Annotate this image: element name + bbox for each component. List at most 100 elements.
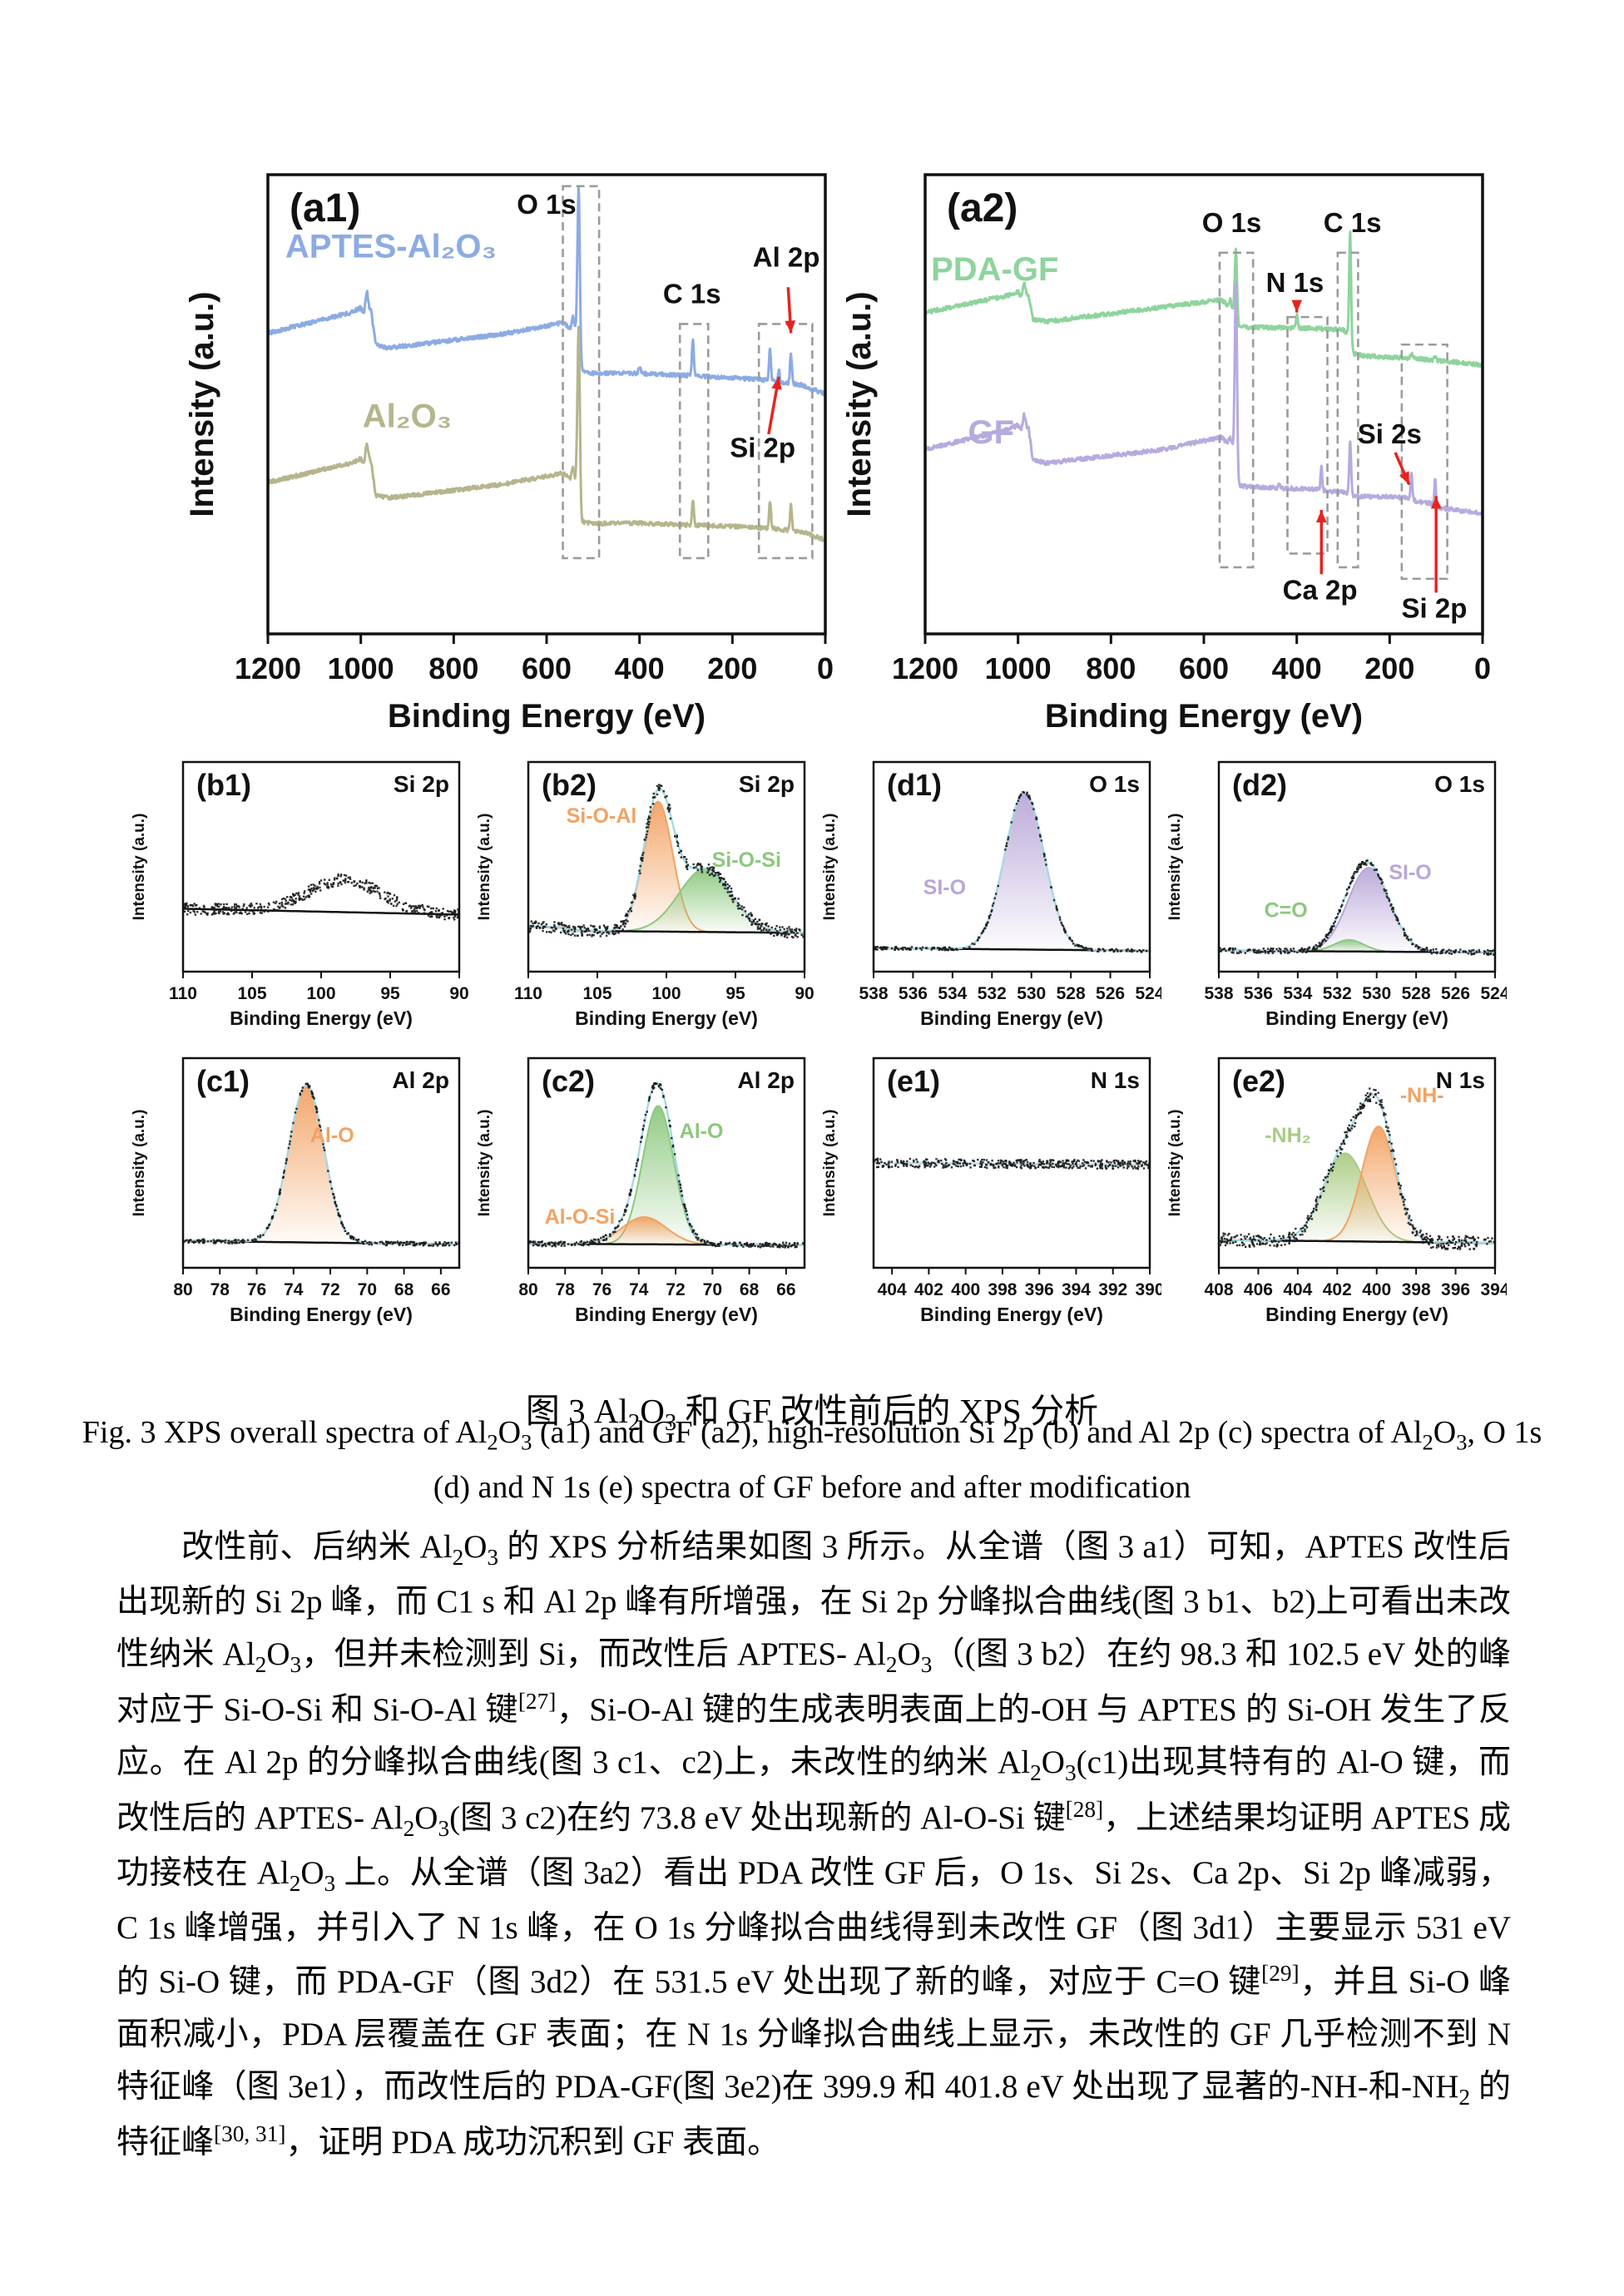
svg-text:72: 72 <box>320 1280 339 1299</box>
svg-text:APTES-Al₂O₃: APTES-Al₂O₃ <box>285 228 497 265</box>
svg-text:400: 400 <box>951 1280 980 1299</box>
svg-text:1200: 1200 <box>892 651 958 685</box>
figure-caption-chinese: 图 3 Al2O3 和 GF 改性前后的 XPS 分析 <box>525 1392 1099 1437</box>
svg-text:Binding Energy (eV): Binding Energy (eV) <box>230 1007 413 1029</box>
svg-text:528: 528 <box>1057 984 1086 1003</box>
svg-text:68: 68 <box>740 1280 760 1299</box>
svg-text:(d1): (d1) <box>887 768 942 802</box>
svg-text:74: 74 <box>629 1280 649 1299</box>
svg-text:534: 534 <box>938 984 967 1003</box>
svg-text:66: 66 <box>431 1280 450 1299</box>
svg-text:76: 76 <box>592 1280 611 1299</box>
svg-text:0: 0 <box>817 651 834 685</box>
svg-text:530: 530 <box>1017 984 1046 1003</box>
svg-text:Binding Energy (eV): Binding Energy (eV) <box>1045 698 1363 735</box>
svg-text:SI-O: SI-O <box>923 876 966 899</box>
svg-text:402: 402 <box>1323 1280 1352 1299</box>
svg-text:(a1): (a1) <box>290 186 360 230</box>
svg-text:-NH₂: -NH₂ <box>1265 1124 1311 1147</box>
svg-text:396: 396 <box>1025 1280 1054 1299</box>
svg-text:Al-O: Al-O <box>310 1124 354 1147</box>
panel-d2-o1s-pda-gf: SI-O C=O (d2) O 1s 538 536 534 532 530 528 526 524 B… <box>1166 754 1507 1047</box>
panel-b1-si2p-al2o3: (b1) Si 2p 110 105 100 95 90 Binding Energy (eV… <box>130 754 471 1047</box>
svg-text:600: 600 <box>1179 651 1229 685</box>
svg-text:PDA-GF: PDA-GF <box>931 251 1058 288</box>
svg-text:524: 524 <box>1135 984 1161 1003</box>
svg-text:1200: 1200 <box>235 651 301 685</box>
svg-text:Intensity (a.u.): Intensity (a.u.) <box>1166 1110 1184 1217</box>
svg-text:534: 534 <box>1283 984 1312 1003</box>
svg-text:538: 538 <box>1204 984 1233 1003</box>
panel-b2-si2p-aptes-al2o3: Si-O-Al Si-O-Si (b2) Si 2p 110 105 100 95 90 Bind… <box>475 754 816 1047</box>
svg-text:GF: GF <box>968 414 1015 451</box>
svg-text:Al-O-Si: Al-O-Si <box>545 1205 616 1229</box>
svg-text:SI-O: SI-O <box>1389 861 1431 884</box>
svg-text:N 1s: N 1s <box>1266 267 1324 298</box>
svg-text:N 1s: N 1s <box>1091 1067 1140 1093</box>
svg-text:68: 68 <box>394 1280 414 1299</box>
panel-a2-xps-survey-gf: PDA-GF GF O 1s C 1s N 1s Ca 2p Si 2s Si 2p (a2) 1… <box>842 163 1499 735</box>
svg-text:200: 200 <box>707 651 757 685</box>
svg-text:95: 95 <box>380 984 400 1003</box>
svg-text:526: 526 <box>1096 984 1125 1003</box>
svg-text:538: 538 <box>859 984 888 1003</box>
svg-text:Intensity (a.u.): Intensity (a.u.) <box>821 814 839 921</box>
svg-text:Intensity (a.u.): Intensity (a.u.) <box>476 1110 493 1217</box>
svg-text:(c2): (c2) <box>542 1064 595 1098</box>
svg-text:408: 408 <box>1204 1280 1233 1299</box>
svg-text:Si-O-Al: Si-O-Al <box>567 804 637 828</box>
svg-text:C=O: C=O <box>1265 898 1308 922</box>
svg-text:(b1): (b1) <box>196 768 251 802</box>
svg-text:800: 800 <box>1086 651 1136 685</box>
svg-text:528: 528 <box>1402 984 1431 1003</box>
svg-text:536: 536 <box>1244 984 1273 1003</box>
panel-a1-xps-survey-al2o3: APTES-Al₂O₃ Al₂O₃ O 1s C 1s Al 2p Si 2p (a1) 12… <box>185 163 842 735</box>
svg-text:(d2): (d2) <box>1232 768 1287 802</box>
panel-c1-al2p-al2o3: Al-O (c1) Al 2p 80 78 76 74 72 70 68 66 Binding Ene… <box>130 1050 471 1343</box>
svg-text:Al-O: Al-O <box>680 1120 724 1143</box>
svg-text:100: 100 <box>306 984 335 1003</box>
svg-text:536: 536 <box>899 984 928 1003</box>
svg-text:Si 2p: Si 2p <box>739 771 795 797</box>
svg-text:Binding Energy (eV): Binding Energy (eV) <box>388 698 706 735</box>
svg-text:Si 2s: Si 2s <box>1358 418 1422 449</box>
svg-text:80: 80 <box>173 1280 192 1299</box>
svg-text:105: 105 <box>237 984 266 1003</box>
svg-text:O 1s: O 1s <box>517 189 577 220</box>
svg-text:110: 110 <box>169 984 197 1003</box>
svg-text:404: 404 <box>1283 1280 1312 1299</box>
svg-text:C 1s: C 1s <box>663 279 721 309</box>
svg-text:Binding Energy (eV): Binding Energy (eV) <box>575 1304 758 1325</box>
svg-text:406: 406 <box>1244 1280 1273 1299</box>
svg-text:N 1s: N 1s <box>1436 1067 1485 1093</box>
svg-text:Intensity (a.u.): Intensity (a.u.) <box>131 814 148 921</box>
svg-text:394: 394 <box>1062 1280 1091 1299</box>
svg-text:90: 90 <box>449 984 468 1003</box>
svg-text:100: 100 <box>651 984 681 1003</box>
svg-text:72: 72 <box>666 1280 685 1299</box>
panel-c2-al2p-aptes-al2o3: Al-O Al-O-Si (c2) Al 2p 80 78 76 74 72 70 68 66 Bind… <box>475 1050 816 1343</box>
svg-text:Al 2p: Al 2p <box>753 241 820 272</box>
svg-text:76: 76 <box>247 1280 266 1299</box>
svg-text:Si-O-Si: Si-O-Si <box>712 849 781 872</box>
panel-d1-o1s-gf: SI-O (d1) O 1s 538 536 534 532 530 528 526 524 Bind… <box>820 754 1161 1047</box>
svg-text:530: 530 <box>1362 984 1391 1003</box>
svg-text:Intensity (a.u.): Intensity (a.u.) <box>476 814 493 921</box>
svg-text:392: 392 <box>1098 1280 1127 1299</box>
svg-text:200: 200 <box>1364 651 1414 685</box>
svg-text:105: 105 <box>582 984 611 1003</box>
svg-text:Ca 2p: Ca 2p <box>1283 575 1358 606</box>
panel-e1-n1s-gf: (e1) N 1s 404 402 400 398 396 394 392 390 Binding … <box>820 1050 1161 1343</box>
svg-text:Si 2p: Si 2p <box>394 771 449 797</box>
svg-text:1000: 1000 <box>985 651 1052 685</box>
svg-text:532: 532 <box>1323 984 1352 1003</box>
svg-text:(e1): (e1) <box>887 1064 940 1098</box>
svg-text:Intensity (a.u.): Intensity (a.u.) <box>185 291 220 517</box>
svg-text:70: 70 <box>358 1280 377 1299</box>
panel-e2-n1s-pda-gf: -NH₂ -NH- (e2) N 1s 408 406 404 402 400 398 396 394… <box>1166 1050 1507 1343</box>
body-paragraph: 改性前、后纳米 Al2O3 的 XPS 分析结果如图 3 所示。从全谱（图 3 … <box>116 1529 1512 2160</box>
svg-text:(c1): (c1) <box>196 1064 250 1098</box>
svg-text:Binding Energy (eV): Binding Energy (eV) <box>1265 1304 1448 1325</box>
svg-text:400: 400 <box>1362 1280 1391 1299</box>
svg-text:Intensity (a.u.): Intensity (a.u.) <box>842 291 878 517</box>
